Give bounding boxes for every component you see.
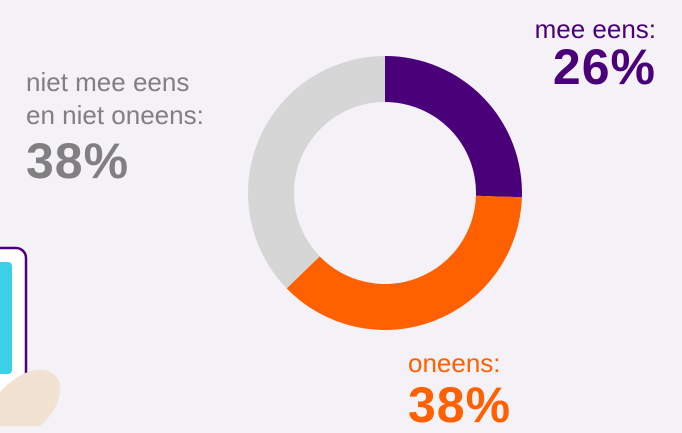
label-disagree-text: oneens: xyxy=(408,348,501,378)
slice-disagree xyxy=(286,195,522,331)
label-disagree-value: 38% xyxy=(408,377,512,433)
label-neutral-text-line-1: niet mee eens xyxy=(26,67,190,97)
hand-shape xyxy=(0,369,61,426)
label-agree-text: mee eens: xyxy=(534,14,656,44)
phone-screen xyxy=(0,262,12,374)
label-disagree: oneens: 38% xyxy=(408,350,511,430)
slice-neutral xyxy=(247,56,385,289)
label-neutral-text-line-2: en niet oneens: xyxy=(26,100,204,130)
slice-agree xyxy=(385,56,522,198)
label-neutral: niet mee eens en niet oneens: 38% xyxy=(26,66,204,186)
label-neutral-value: 38% xyxy=(26,133,130,189)
label-agree-value: 26% xyxy=(552,39,656,95)
label-agree: mee eens: 26% xyxy=(535,16,656,92)
